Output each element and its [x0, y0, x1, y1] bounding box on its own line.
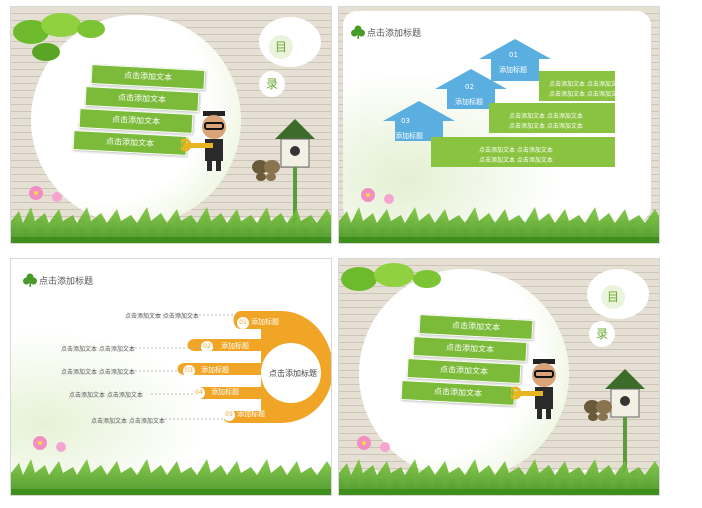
grass-icon — [11, 459, 331, 495]
graduate-character-icon — [181, 111, 226, 171]
clover-icon — [351, 25, 365, 39]
slide-title: 点击添加标题 — [367, 29, 422, 39]
center-title: 点击添加标题 — [269, 369, 317, 378]
birdhouse-icon — [275, 119, 315, 227]
finger-label-3: 添加标题 — [201, 366, 229, 374]
mu-character: 目 — [269, 35, 293, 59]
finger-text-5: 点击添加文本 点击添加文本 — [91, 418, 165, 425]
finger-text-2: 点击添加文本 点击添加文本 — [61, 346, 135, 353]
step-3-line-1: 点击添加文本 点击添加文本 — [479, 147, 553, 154]
leaves-decoration — [341, 263, 441, 291]
step-2-line-1: 点击添加文本 点击添加文本 — [509, 113, 583, 120]
finger-text-4: 点击添加文本 点击添加文本 — [69, 392, 143, 399]
finger-number-5: 05 — [223, 409, 235, 421]
step-label-1: 添加标题 — [499, 66, 527, 74]
grass-icon — [339, 207, 659, 243]
butterfly-icon — [252, 160, 280, 181]
step-number-2: 02 — [465, 83, 474, 91]
butterfly-icon — [584, 400, 612, 421]
finger-label-1: 添加标题 — [251, 318, 279, 326]
steps-arrows-icon — [383, 39, 551, 141]
slide-toc-2: 点击添加文本 点击添加文本 点击添加文本 点击添加文本 目 录 — [338, 258, 660, 496]
flowers-icon — [361, 188, 394, 204]
step-1-line-2: 点击添加文本 点击添加文本 — [549, 91, 623, 98]
flowers-icon — [357, 436, 390, 452]
finger-number-4: 04 — [193, 387, 205, 399]
lu-character: 录 — [589, 321, 615, 347]
finger-text-3: 点击添加文本 点击添加文本 — [61, 369, 135, 376]
step-2-line-2: 点击添加文本 点击添加文本 — [509, 123, 583, 130]
slide-title: 点击添加标题 — [39, 277, 94, 287]
orange-hand-diagram-icon — [177, 311, 331, 423]
slide-hand-diagram: 点击添加标题 点击添加标题 添加标题 01 添加标题 02 添加标题 03 添加… — [10, 258, 332, 496]
finger-number-1: 01 — [237, 317, 249, 329]
finger-text-1: 点击添加文本 点击添加文本 — [125, 313, 199, 320]
grass-icon — [11, 207, 331, 243]
clover-icon — [23, 273, 37, 287]
slide-toc-1: 点击添加文本 点击添加文本 点击添加文本 点击添加文本 目 录 — [10, 6, 332, 244]
step-1-line-1: 点击添加文本 点击添加文本 — [549, 81, 623, 88]
finger-label-2: 添加标题 — [221, 342, 249, 350]
finger-number-3: 03 — [183, 365, 195, 377]
step-bar-3 — [431, 137, 615, 167]
lu-character: 录 — [259, 71, 285, 97]
step-number-3: 03 — [401, 117, 410, 125]
birdhouse-icon — [605, 369, 645, 477]
slide-steps: 点击添加标题 01 添加标题 02 添加标题 03 添加标题 点击添加文本 点击… — [338, 6, 660, 244]
flowers-icon — [33, 436, 66, 452]
finger-label-4: 添加标题 — [211, 388, 239, 396]
step-3-line-2: 点击添加文本 点击添加文本 — [479, 157, 553, 164]
step-label-3: 添加标题 — [395, 132, 423, 140]
flowers-icon — [29, 186, 62, 202]
finger-number-2: 02 — [201, 341, 213, 353]
connector-lines — [131, 314, 237, 420]
graduate-character-icon — [511, 359, 556, 419]
leaves-decoration — [13, 13, 105, 61]
step-number-1: 01 — [509, 51, 518, 59]
grass-icon — [339, 459, 659, 495]
finger-label-5: 添加标题 — [237, 410, 265, 418]
mu-character: 目 — [601, 285, 625, 309]
step-bar-1 — [539, 71, 615, 101]
step-label-2: 添加标题 — [455, 98, 483, 106]
step-bar-2 — [489, 103, 615, 133]
